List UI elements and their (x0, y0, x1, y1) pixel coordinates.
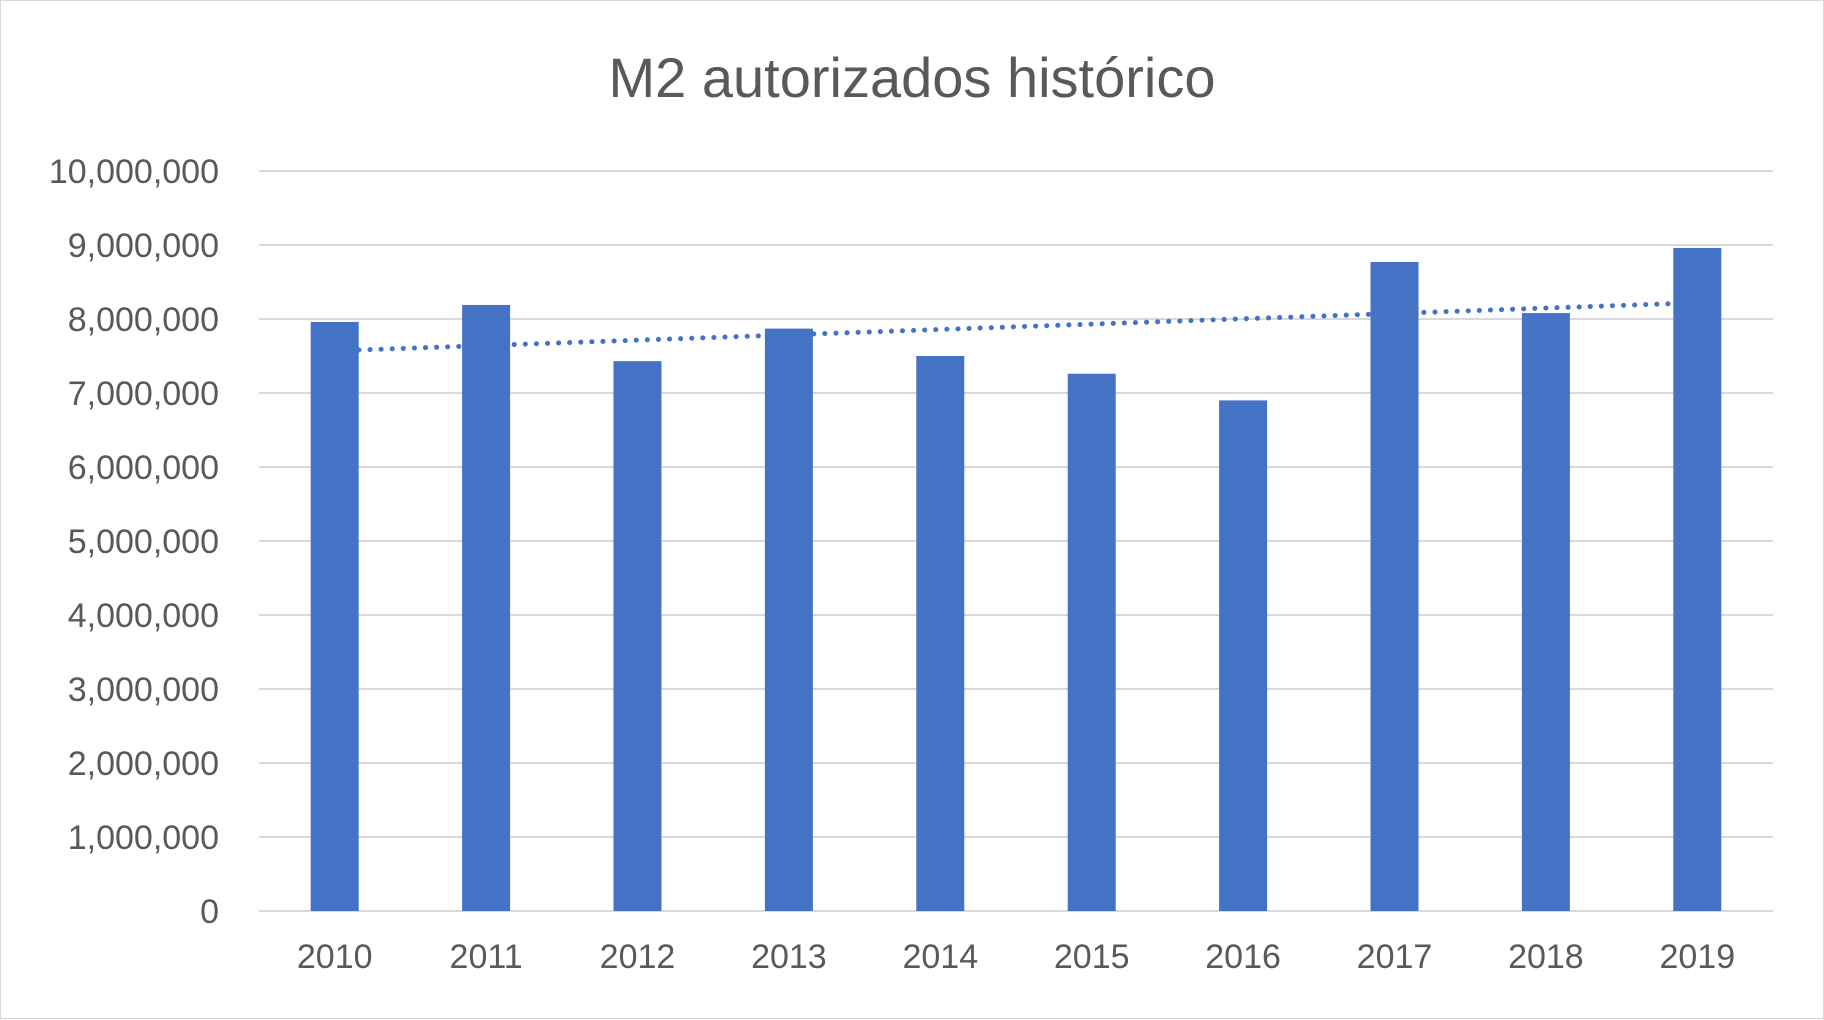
x-axis-tick-labels: 2010 2011 2012 2013 2014 2015 2016 2017 2018 2019 (297, 938, 1735, 976)
x-tick-label: 2012 (600, 938, 676, 976)
bar-2011 (462, 304, 511, 911)
y-tick-label: 3,000,000 (68, 671, 219, 709)
y-tick-label: 0 (200, 893, 219, 931)
x-tick-label: 2018 (1508, 938, 1584, 976)
y-tick-label: 2,000,000 (68, 745, 219, 783)
y-tick-label: 7,000,000 (68, 375, 219, 413)
bar-2015 (1067, 373, 1116, 911)
trendline (334, 300, 1686, 354)
trendline-line (334, 300, 1686, 354)
bar-2019 (1673, 247, 1722, 911)
chart-title: M2 autorizados histórico (609, 46, 1216, 109)
bar-2014 (916, 356, 965, 911)
bar-2010 (310, 321, 359, 912)
bar-2018 (1521, 313, 1570, 912)
x-tick-label: 2013 (751, 938, 827, 976)
x-tick-label: 2016 (1205, 938, 1281, 976)
y-tick-label: 8,000,000 (68, 301, 219, 339)
x-tick-label: 2019 (1659, 938, 1735, 976)
bar-2016 (1219, 400, 1268, 911)
x-tick-label: 2011 (450, 938, 523, 976)
y-tick-label: 9,000,000 (68, 227, 219, 265)
bar-2013 (764, 328, 813, 911)
bar-2012 (613, 361, 662, 911)
y-tick-label: 1,000,000 (68, 819, 219, 857)
x-tick-label: 2014 (902, 938, 978, 976)
y-tick-label: 10,000,000 (49, 153, 219, 191)
x-tick-label: 2017 (1357, 938, 1433, 976)
bars (310, 247, 1722, 912)
gridlines (259, 170, 1773, 912)
bar-2017 (1370, 262, 1419, 911)
y-tick-label: 4,000,000 (68, 597, 219, 635)
y-axis-tick-labels: 0 1,000,000 2,000,000 3,000,000 4,000,000 5,0… (49, 153, 219, 931)
y-tick-label: 5,000,000 (68, 523, 219, 561)
y-tick-label: 6,000,000 (68, 449, 219, 487)
x-tick-label: 2015 (1054, 938, 1130, 976)
x-tick-label: 2010 (297, 938, 373, 976)
